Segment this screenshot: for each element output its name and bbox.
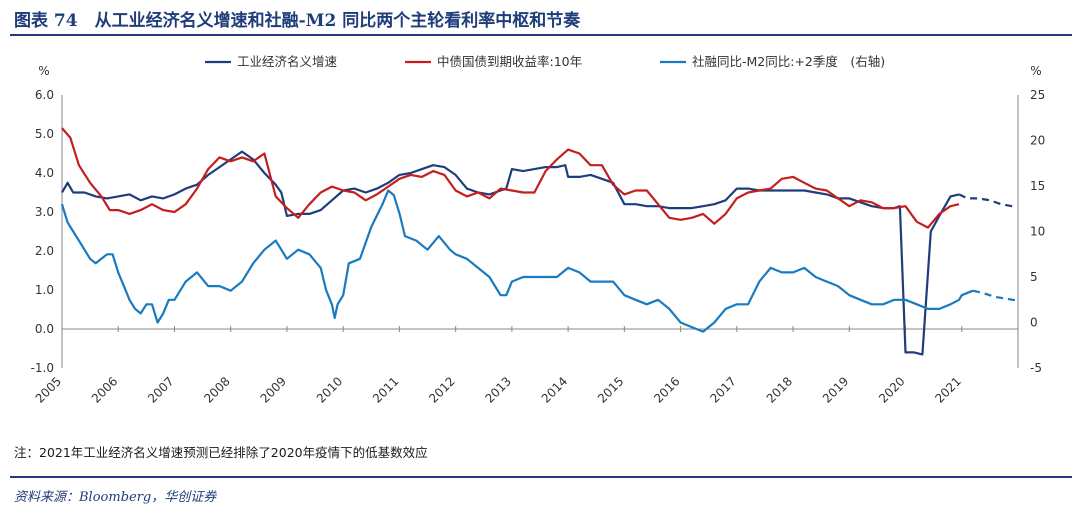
right-tick-label: 15 xyxy=(1030,179,1045,193)
left-tick-label: 4.0 xyxy=(35,166,54,180)
left-tick-label: 2.0 xyxy=(35,244,54,258)
legend-label-2: 中债国债到期收益率:10年 xyxy=(437,54,582,69)
title-bar: 图表 74 从工业经济名义增速和社融-M2 同比两个主轮看利率中枢和节奏 xyxy=(0,0,1080,34)
series-forecast-line-3 xyxy=(972,289,1019,302)
x-tick-label: 2005 xyxy=(33,374,64,405)
title-divider xyxy=(10,34,1072,36)
x-tick-label: 2014 xyxy=(539,374,570,405)
series-forecast-line-1 xyxy=(958,193,1013,208)
right-tick-label: 25 xyxy=(1030,88,1045,102)
x-tick-label: 2015 xyxy=(595,374,626,405)
left-tick-label: 1.0 xyxy=(35,283,54,297)
x-tick-label: 2008 xyxy=(201,374,232,405)
left-tick-label: 6.0 xyxy=(35,88,54,102)
right-tick-label: -5 xyxy=(1030,361,1042,375)
series-line-2 xyxy=(61,127,960,229)
x-tick-label: 2012 xyxy=(426,374,457,405)
left-tick-label: -1.0 xyxy=(31,361,54,375)
left-unit-label: % xyxy=(38,64,49,78)
x-tick-label: 2009 xyxy=(258,374,289,405)
x-tick-label: 2016 xyxy=(651,374,682,405)
series-line-1 xyxy=(61,150,960,356)
chart-title: 图表 74 从工业经济名义增速和社融-M2 同比两个主轮看利率中枢和节奏 xyxy=(14,11,581,31)
x-tick-label: 2007 xyxy=(145,374,176,405)
left-tick-label: 0.0 xyxy=(35,322,54,336)
right-unit-label: % xyxy=(1030,64,1041,78)
x-tick-label: 2011 xyxy=(370,374,401,405)
right-tick-label: 0 xyxy=(1030,316,1038,330)
left-tick-label: 5.0 xyxy=(35,127,54,141)
x-tick-label: 2006 xyxy=(89,374,120,405)
line-chart: % % -1.0 0.0 1.0 2.0 3.0 4.0 5.0 6.0 -5 0 5 10 15 20 25 2… xyxy=(31,54,1046,406)
chart-area: %% -1.0 0.0 1.0 2.0 3.0 4.0 5.0 6.0 -5 0 5 10 15 20 25 2… xyxy=(0,38,1080,438)
x-tick-label: 2010 xyxy=(314,374,345,405)
left-tick-label: 3.0 xyxy=(35,205,54,219)
x-tick-label: 2017 xyxy=(707,374,738,405)
right-tick-label: 10 xyxy=(1030,225,1045,239)
legend-label-3: 社融同比-M2同比:+2季度 (右轴) xyxy=(692,54,885,69)
x-tick-label: 2013 xyxy=(483,374,514,405)
x-tick-label: 2018 xyxy=(764,374,795,405)
right-tick-label: 5 xyxy=(1030,270,1038,284)
chart-note: 注：2021年工业经济名义增速预测已经排除了2020年疫情下的低基数效应 xyxy=(14,445,428,460)
x-tick-label: 2019 xyxy=(820,374,851,405)
legend-label-1: 工业经济名义增速 xyxy=(237,54,338,69)
chart-source: 资料来源：Bloomberg，华创证券 xyxy=(14,490,217,505)
x-tick-label: 2021 xyxy=(932,374,963,405)
source-divider xyxy=(10,476,1072,478)
series-line-3 xyxy=(60,189,974,333)
x-tick-label: 2020 xyxy=(876,374,907,405)
right-tick-label: 20 xyxy=(1030,134,1045,148)
